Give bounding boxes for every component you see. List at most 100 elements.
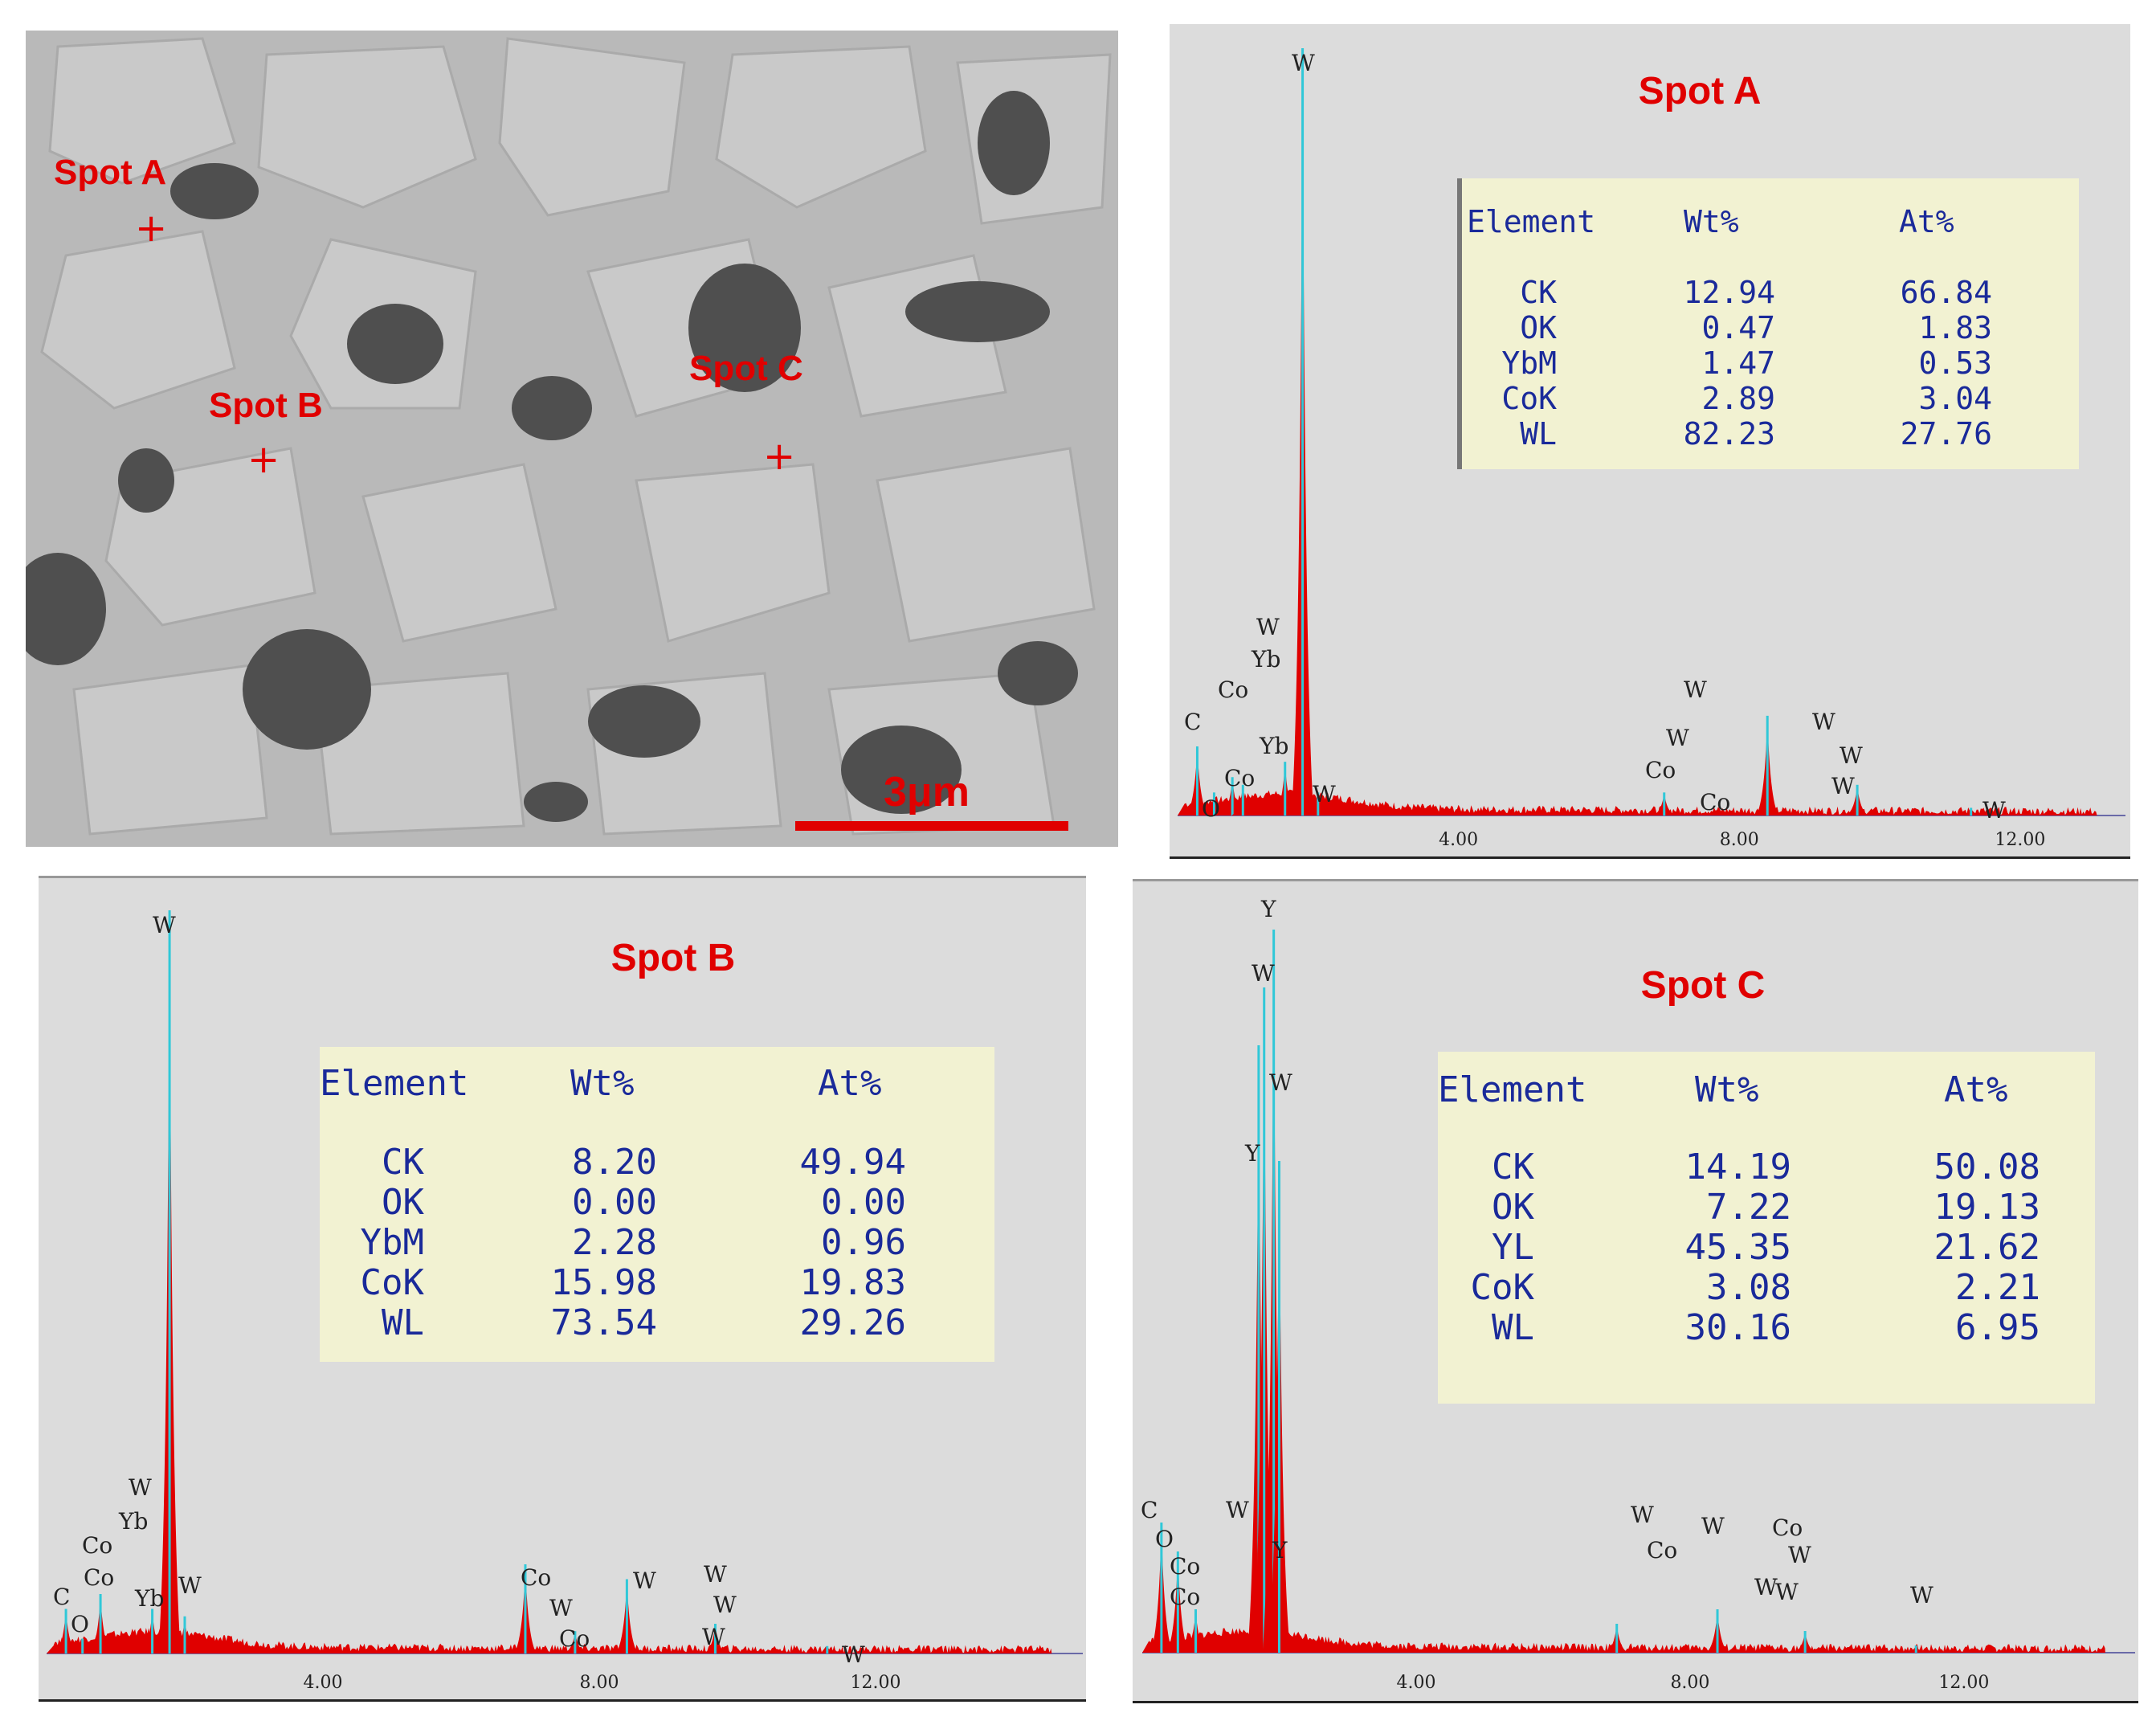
table-cell-wt: 1.47 xyxy=(1701,345,1775,381)
peak-label: Co xyxy=(1772,1514,1803,1541)
table-cell-element: CK xyxy=(1520,275,1557,310)
table-cell-at: 6.95 xyxy=(1955,1307,2040,1348)
table-cell-at: 21.62 xyxy=(1933,1227,2040,1268)
sem-image-graphic xyxy=(26,31,1118,847)
table-cell-wt: 8.20 xyxy=(572,1142,657,1183)
table-header-at: At% xyxy=(818,1063,882,1104)
peak-label: Co xyxy=(84,1564,114,1591)
table-cell-at: 50.08 xyxy=(1933,1147,2040,1187)
peak-label: W xyxy=(1982,797,2006,824)
spectrum-title-spot-c: Spot C xyxy=(1640,964,1766,1007)
table-header-element: Element xyxy=(1467,204,1596,239)
peak-label: Co xyxy=(1647,1537,1677,1564)
peak-label: O xyxy=(71,1611,89,1637)
table-cell-wt: 7.22 xyxy=(1706,1187,1791,1228)
spectrum-continuum xyxy=(1142,1627,2105,1653)
peak-label: Yb xyxy=(1259,733,1288,759)
element-table-spot-a: Element Wt% At% CK 12.94 66.84 OK 0.47 1… xyxy=(1457,178,2079,469)
peak-label: C xyxy=(53,1584,70,1610)
table-cell-wt: 0.47 xyxy=(1701,310,1775,345)
spectrum-title-spot-b: Spot B xyxy=(610,937,736,979)
table-header-at: At% xyxy=(1899,204,1954,239)
table-cell-element: OK xyxy=(1492,1187,1534,1228)
peak-label: W xyxy=(1631,1502,1654,1528)
peak-label: W xyxy=(129,1474,152,1501)
spot-c-marker: + xyxy=(763,434,796,479)
peak-label: W xyxy=(549,1595,573,1621)
table-cell-wt: 14.19 xyxy=(1684,1147,1791,1187)
sem-micrograph: Spot A + Spot B + Spot C + 3μm xyxy=(26,31,1118,847)
table-cell-element: CoK xyxy=(360,1262,424,1303)
table-header-element: Element xyxy=(320,1063,469,1104)
x-tick-label: 12.00 xyxy=(851,1673,901,1693)
scale-bar xyxy=(795,821,1068,831)
peak-label: W xyxy=(1831,773,1855,799)
table-header-wt: Wt% xyxy=(1684,204,1739,239)
peak-label: W xyxy=(1313,781,1336,807)
peak-label: W xyxy=(1256,614,1280,640)
table-cell-at: 0.00 xyxy=(821,1182,906,1223)
peak-label: Y xyxy=(1244,1140,1260,1167)
table-cell-element: WL xyxy=(1520,416,1557,452)
peak-label: W xyxy=(1775,1579,1799,1605)
spot-b-marker: + xyxy=(247,437,280,482)
x-tick-label: 4.00 xyxy=(1396,1673,1435,1693)
spectrum-panel-spot-a: 4.00 8.00 12.00 W W Yb Co C Co O Yb W W Co W Co W W W W Spo… xyxy=(1170,24,2130,859)
table-header-element: Element xyxy=(1438,1069,1587,1110)
peak-label: Yb xyxy=(134,1585,164,1612)
peak-label: W xyxy=(1701,1513,1725,1539)
peak-label: W xyxy=(1292,50,1315,76)
peak-label: Yb xyxy=(1251,646,1280,672)
table-cell-element: YbM xyxy=(1501,345,1557,381)
peak-label: W xyxy=(1788,1542,1811,1568)
x-tick-label: 8.00 xyxy=(1720,830,1759,850)
table-cell-at: 19.83 xyxy=(799,1262,906,1303)
table-cell-wt: 2.89 xyxy=(1701,381,1775,416)
table-cell-wt: 2.28 xyxy=(572,1222,657,1263)
peak-label: Co xyxy=(1218,677,1248,703)
peak-label: Co xyxy=(1645,757,1676,783)
peak-label: W xyxy=(1226,1497,1249,1523)
table-cell-element: CoK xyxy=(1470,1267,1534,1308)
table-cell-element: WL xyxy=(382,1302,424,1343)
peak-label: W xyxy=(1812,709,1835,735)
peak-label: Co xyxy=(1224,765,1255,791)
table-cell-at: 19.13 xyxy=(1933,1187,2040,1228)
table-header-wt: Wt% xyxy=(1695,1069,1759,1110)
peak-label: W xyxy=(842,1641,865,1668)
table-cell-wt: 82.23 xyxy=(1683,416,1775,452)
peak-label: W xyxy=(713,1592,737,1618)
x-tick-label: 8.00 xyxy=(580,1673,619,1693)
table-cell-element: CoK xyxy=(1501,381,1557,416)
peak-label: C xyxy=(1141,1497,1158,1523)
table-cell-at: 3.04 xyxy=(1918,381,1992,416)
table-header-at: At% xyxy=(1944,1069,2008,1110)
peak-label: W xyxy=(1252,960,1275,987)
peak-label: Co xyxy=(521,1564,551,1591)
peak-label: Y xyxy=(1272,1537,1288,1564)
x-tick-label: 4.00 xyxy=(1439,830,1478,850)
table-cell-wt: 12.94 xyxy=(1683,275,1775,310)
spectrum-panel-spot-b: 4.00 8.00 12.00 W W Yb Co Co C O Yb W Co W Co W W W W W Spo… xyxy=(39,876,1086,1702)
peak-label: Co xyxy=(1170,1584,1200,1610)
peak-label: Co xyxy=(559,1625,590,1652)
table-header-wt: Wt% xyxy=(570,1063,635,1104)
spectrum-continuum xyxy=(47,1627,1052,1653)
peak-label: W xyxy=(1754,1574,1778,1600)
peak-label: W xyxy=(1910,1582,1933,1609)
peak-label: W xyxy=(1666,725,1689,751)
peak-label: W xyxy=(704,1561,727,1588)
peak-label: O xyxy=(1155,1526,1174,1552)
peak-label: C xyxy=(1184,709,1201,735)
table-cell-wt: 15.98 xyxy=(550,1262,657,1303)
peak-label: O xyxy=(1202,795,1220,822)
peak-label: Co xyxy=(1700,789,1730,815)
table-cell-element: OK xyxy=(1520,310,1557,345)
x-tick-label: 12.00 xyxy=(1995,830,2045,850)
table-cell-element: CK xyxy=(382,1142,424,1183)
table-cell-wt: 45.35 xyxy=(1684,1227,1791,1268)
table-cell-at: 0.96 xyxy=(821,1222,906,1263)
spectrum-title-spot-a: Spot A xyxy=(1638,70,1762,112)
